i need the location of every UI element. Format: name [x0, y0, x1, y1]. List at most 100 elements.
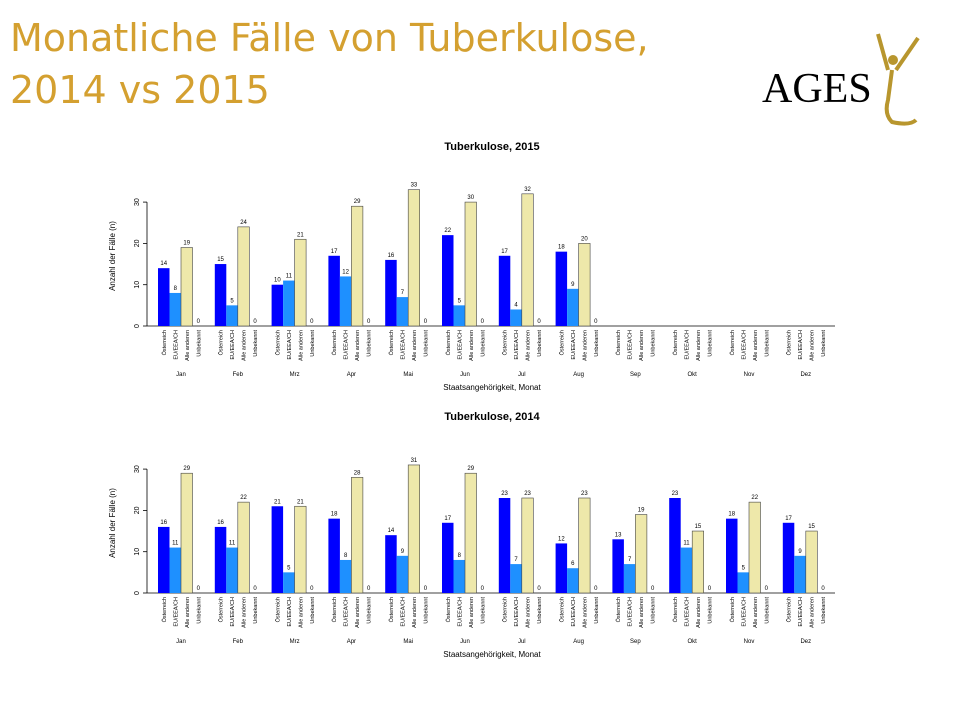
data-label: 29: [354, 199, 361, 205]
bar-category-label: Alle anderen: [469, 330, 475, 361]
bar-category-label: Alle anderen: [582, 330, 588, 361]
month-label: Sep: [630, 372, 641, 378]
bar-category-label: EU/EEA/CH: [344, 330, 350, 360]
bar: [158, 526, 170, 593]
bar: [782, 522, 795, 593]
bar-category-label: Österreich: [274, 597, 281, 622]
data-label: 9: [571, 282, 575, 288]
bar-category-label: Unbekannt: [764, 330, 770, 357]
chart-title: Tuberkulose, 2015: [444, 141, 539, 153]
month-label: Jun: [460, 639, 470, 645]
data-label: 8: [174, 286, 178, 292]
bar-category-label: Unbekannt: [594, 597, 600, 624]
bar: [385, 535, 397, 593]
bar-category-label: EU/EEA/CH: [230, 330, 236, 360]
y-axis-label: Anzahl der Fälle (n): [108, 488, 117, 558]
bar-category-label: Österreich: [672, 597, 679, 622]
month-label: Nov: [744, 372, 755, 378]
bar: [680, 547, 693, 593]
data-label: 5: [458, 298, 462, 304]
bar-category-label: EU/EEA/CH: [230, 597, 236, 627]
data-label: 5: [230, 298, 234, 304]
data-label: 5: [742, 565, 746, 571]
month-label: Mrz: [290, 372, 300, 378]
month-label: Mai: [403, 372, 413, 378]
data-label: 24: [240, 220, 247, 226]
bar-category-label: Österreich: [786, 597, 793, 622]
bar-category-label: EU/EEA/CH: [173, 330, 179, 360]
logo-head: [888, 55, 898, 65]
month-label: Jun: [460, 372, 470, 378]
bar-category-label: Unbekannt: [821, 597, 827, 624]
bar: [555, 251, 568, 326]
bar: [407, 464, 421, 594]
data-label: 17: [785, 516, 792, 522]
y-tick-label: 0: [134, 591, 141, 595]
chart-title: Tuberkulose, 2014: [444, 411, 540, 423]
month-label: Mai: [403, 639, 413, 645]
data-label: 0: [253, 586, 257, 592]
bar-category-label: EU/EEA/CH: [628, 330, 634, 360]
bar-category-label: Alle anderen: [696, 597, 702, 628]
bar-category-label: Österreich: [672, 330, 679, 355]
bar: [521, 497, 534, 594]
bar-category-label: Österreich: [274, 330, 281, 355]
data-label: 30: [467, 195, 474, 201]
bar: [339, 276, 352, 326]
bar: [283, 280, 295, 326]
bar: [237, 501, 250, 594]
y-tick-label: 20: [134, 239, 141, 247]
bar: [567, 288, 579, 326]
bar: [283, 572, 295, 593]
y-tick-label: 30: [134, 198, 141, 206]
data-label: 0: [367, 319, 371, 325]
bar-category-label: Alle anderen: [696, 330, 702, 361]
bar-category-label: EU/EEA/CH: [457, 597, 463, 627]
data-label: 0: [594, 319, 598, 325]
bar-category-label: Österreich: [729, 330, 736, 355]
x-axis-label: Staatsangehörigkeit, Monat: [443, 650, 541, 659]
bar: [464, 201, 477, 327]
bar-category-label: EU/EEA/CH: [173, 597, 179, 627]
bar-category-label: Unbekannt: [707, 597, 713, 624]
bar-category-label: EU/EEA/CH: [741, 330, 747, 360]
month-label: Feb: [233, 639, 244, 645]
bar: [180, 247, 193, 327]
data-label: 0: [310, 586, 314, 592]
bar-category-label: Unbekannt: [651, 330, 657, 357]
bar-category-label: Österreich: [388, 597, 395, 622]
bar-category-label: Alle anderen: [412, 330, 418, 361]
bar-category-label: Österreich: [388, 330, 395, 355]
bar: [578, 497, 591, 594]
bar: [691, 530, 705, 594]
y-tick-label: 0: [134, 324, 141, 328]
data-label: 12: [558, 536, 565, 542]
data-label: 9: [401, 549, 405, 555]
month-label: Jan: [176, 639, 186, 645]
bar-category-label: EU/EEA/CH: [514, 330, 520, 360]
data-label: 20: [581, 236, 588, 242]
bar-category-label: Unbekannt: [764, 597, 770, 624]
data-label: 0: [537, 319, 541, 325]
data-label: 0: [821, 586, 825, 592]
bar: [214, 264, 227, 326]
data-label: 32: [524, 187, 531, 193]
bar-category-label: Unbekannt: [423, 330, 429, 357]
bar-category-label: EU/EEA/CH: [798, 330, 804, 360]
data-label: 0: [481, 586, 485, 592]
bar-category-label: EU/EEA/CH: [741, 597, 747, 627]
bar: [578, 243, 591, 327]
bar-category-label: EU/EEA/CH: [344, 597, 350, 627]
bar-category-label: Unbekannt: [537, 330, 543, 357]
bar-category-label: EU/EEA/CH: [798, 597, 804, 627]
bar-category-label: Unbekannt: [253, 330, 259, 357]
data-label: 16: [160, 520, 167, 526]
bar-category-label: Alle anderen: [526, 330, 532, 361]
y-axis-label: Anzahl der Fälle (n): [108, 221, 117, 291]
bar-category-label: Alle anderen: [639, 597, 645, 628]
bar-category-label: Alle anderen: [242, 330, 248, 361]
bar-category-label: Österreich: [502, 330, 509, 355]
data-label: 23: [581, 491, 588, 497]
data-label: 9: [798, 549, 802, 555]
